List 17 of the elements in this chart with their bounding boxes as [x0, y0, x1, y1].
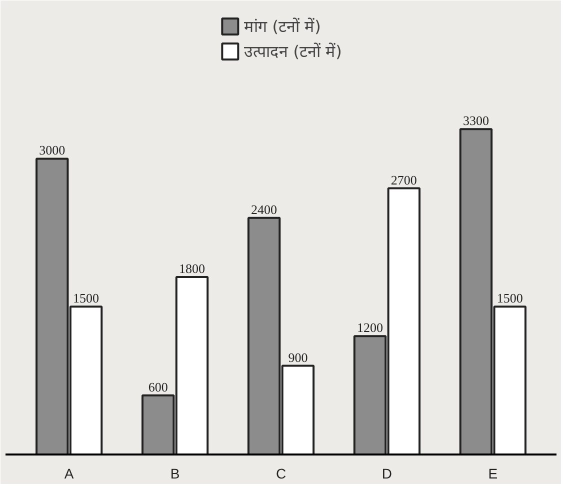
- data-label: 900: [288, 350, 308, 365]
- legend-label: मांग (टनों में): [244, 16, 321, 37]
- legend-label: उत्पादन (टनों में): [244, 41, 342, 62]
- data-label: 3000: [39, 142, 66, 158]
- data-label: 1800: [178, 261, 205, 276]
- data-label: 2400: [251, 202, 278, 217]
- data-label: 3300: [462, 113, 489, 128]
- data-label: 1500: [496, 290, 523, 306]
- data-label: 1200: [357, 320, 384, 336]
- x-tick-label: A: [64, 466, 74, 482]
- x-tick-label: D: [382, 466, 392, 482]
- data-label: 2700: [390, 172, 417, 188]
- data-label: 600: [148, 379, 168, 394]
- x-tick-label: E: [488, 466, 498, 482]
- x-tick-label: C: [276, 466, 286, 482]
- x-tick-label: B: [170, 466, 180, 482]
- data-label: 1500: [73, 290, 100, 306]
